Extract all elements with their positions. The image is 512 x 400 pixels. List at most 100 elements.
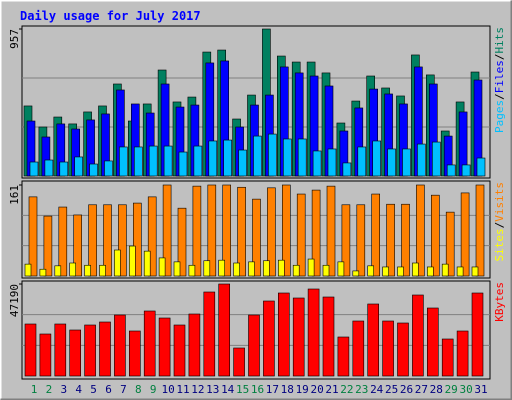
bar [386, 203, 395, 277]
bar [104, 160, 113, 177]
bar [263, 260, 270, 277]
y-tick-label: 47190 [8, 284, 21, 317]
bar [84, 264, 91, 277]
bar [103, 204, 112, 277]
bar [222, 184, 231, 277]
bar [342, 162, 352, 177]
bar [162, 184, 172, 277]
x-tick-label: 22 [340, 383, 353, 396]
x-tick-label: 3 [60, 383, 67, 396]
x-tick-label: 28 [430, 383, 443, 396]
bar [129, 245, 136, 277]
x-tick-label: 1 [31, 383, 38, 396]
bar [382, 266, 389, 277]
bar [277, 292, 290, 377]
bar [267, 187, 276, 277]
bar [307, 258, 315, 277]
bar [119, 146, 128, 177]
bar [367, 303, 380, 377]
bar [218, 283, 230, 377]
bar [58, 206, 68, 277]
bar [208, 140, 218, 177]
bar [312, 150, 322, 177]
bar [24, 263, 32, 277]
bar [311, 189, 321, 277]
bar [445, 211, 455, 277]
bar [69, 329, 81, 377]
bar [412, 294, 424, 377]
legend-entry: Hits [493, 27, 506, 54]
bar [327, 148, 337, 177]
bar [188, 313, 201, 377]
bar [73, 214, 82, 277]
bar [382, 320, 394, 377]
bar [114, 249, 121, 277]
x-tick-label: 13 [206, 383, 219, 396]
bar [129, 330, 141, 377]
bar [237, 186, 246, 277]
bar [133, 202, 142, 277]
x-tick-label: 25 [385, 383, 398, 396]
x-tick-label: 20 [310, 383, 323, 396]
legend: KBytes [493, 282, 506, 322]
bar [401, 203, 410, 277]
bar [337, 336, 350, 377]
bar [460, 192, 470, 277]
x-tick-label: 23 [355, 383, 368, 396]
bar [322, 296, 335, 377]
bar [476, 157, 486, 177]
x-tick-label: 29 [445, 383, 458, 396]
x-tick-label: 30 [459, 383, 472, 396]
bar [248, 314, 260, 377]
bar [28, 196, 38, 277]
legend-separator: / [493, 93, 506, 100]
bar [54, 265, 62, 277]
bar [89, 163, 98, 177]
bar [456, 330, 469, 377]
bar [192, 185, 202, 277]
bar [233, 262, 240, 277]
bar [430, 194, 440, 277]
x-tick-label: 12 [191, 383, 204, 396]
bar [431, 141, 441, 177]
bar [173, 261, 181, 277]
bar [218, 259, 225, 277]
bar [357, 146, 367, 177]
legend-entry: Visits [493, 182, 506, 222]
bar [59, 161, 69, 177]
x-tick-label: 8 [135, 383, 142, 396]
bar [426, 307, 439, 377]
bar [412, 262, 419, 277]
bar [471, 292, 484, 377]
bar [461, 164, 471, 177]
legend-entry: Files [493, 60, 506, 93]
bar [475, 184, 485, 277]
bar [372, 140, 382, 177]
bar [397, 322, 409, 377]
x-tick-label: 16 [251, 383, 264, 396]
x-tick-label: 24 [370, 383, 384, 396]
bar [352, 270, 360, 277]
legend-entry: KBytes [493, 282, 506, 322]
bar [188, 264, 196, 277]
bar [402, 148, 411, 177]
bar [248, 261, 255, 277]
bar [307, 288, 320, 377]
y-tick-label: 161 [8, 185, 21, 205]
bar [441, 338, 454, 377]
x-tick-label: 17 [266, 383, 279, 396]
bar [39, 333, 52, 377]
chart-title: Daily usage for July 2017 [20, 9, 201, 23]
x-tick-label: 27 [415, 383, 428, 396]
bar [341, 204, 351, 277]
bar [29, 161, 39, 177]
bar [173, 324, 186, 377]
legend-entry: Sites [493, 228, 506, 261]
bar [252, 198, 261, 277]
bar [441, 263, 449, 277]
bar [253, 135, 262, 177]
x-tick-label: 7 [120, 383, 127, 396]
bar [292, 264, 300, 277]
bar [88, 204, 97, 277]
